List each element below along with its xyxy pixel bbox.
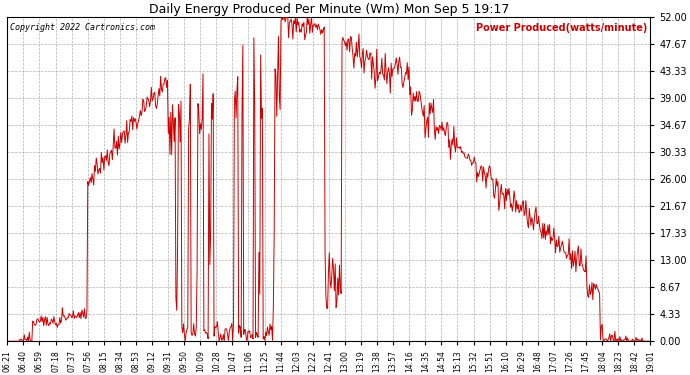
Text: Copyright 2022 Cartronics.com: Copyright 2022 Cartronics.com — [10, 23, 155, 32]
Text: Power Produced(watts/minute): Power Produced(watts/minute) — [476, 23, 647, 33]
Title: Daily Energy Produced Per Minute (Wm) Mon Sep 5 19:17: Daily Energy Produced Per Minute (Wm) Mo… — [148, 3, 509, 16]
